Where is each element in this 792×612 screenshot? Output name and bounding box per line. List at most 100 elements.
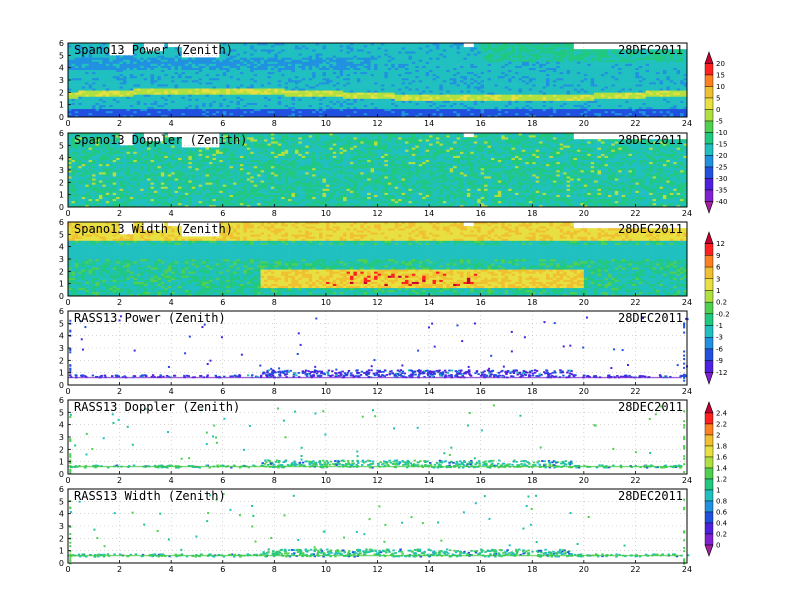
heatmap-cell: [102, 104, 107, 108]
heatmap-cell: [119, 112, 124, 116]
heatmap-cell: [233, 108, 237, 112]
heatmap-cell: [394, 69, 399, 73]
heatmap-cell: [222, 67, 227, 71]
heatmap-cell: [274, 43, 279, 46]
heatmap-cell: [415, 104, 420, 108]
heatmap-cell: [374, 51, 378, 54]
heatmap-cell: [226, 90, 230, 93]
heatmap-cell: [312, 77, 316, 81]
heatmap-cell: [81, 43, 86, 46]
heatmap-cell: [394, 88, 399, 91]
heatmap-cell: [81, 59, 86, 62]
heatmap-cell: [150, 90, 155, 93]
heatmap-cell: [257, 98, 261, 101]
heatmap-cell: [497, 59, 502, 62]
heatmap-cell: [267, 110, 272, 114]
heatmap-cell: [219, 47, 224, 50]
heatmap-cell: [246, 73, 251, 77]
heatmap-cell: [549, 77, 554, 81]
heatmap-cell: [208, 71, 213, 75]
heatmap-cell: [501, 108, 506, 112]
heatmap-cell: [239, 69, 244, 73]
heatmap-cell: [353, 77, 358, 81]
heatmap-cell: [85, 51, 89, 54]
heatmap-cell: [140, 53, 144, 56]
heatmap-cell: [473, 53, 478, 56]
heatmap-cell: [394, 100, 399, 103]
heatmap-cell: [456, 59, 461, 62]
heatmap-cell: [98, 112, 103, 116]
heatmap-cell: [246, 96, 251, 99]
heatmap-cell: [360, 86, 365, 89]
heatmap-cell: [387, 43, 392, 46]
heatmap-cell: [401, 82, 406, 85]
heatmap-cell: [398, 59, 402, 62]
heatmap-cell: [480, 61, 485, 64]
heatmap-cell: [308, 65, 313, 68]
heatmap-cell: [274, 96, 279, 99]
heatmap-cell: [88, 106, 93, 110]
heatmap-cell: [401, 110, 406, 114]
heatmap-cell: [71, 49, 76, 52]
heatmap-cell: [508, 69, 512, 73]
heatmap-cell: [422, 57, 426, 60]
heatmap-cell: [312, 90, 316, 93]
heatmap-cell: [329, 100, 334, 103]
heatmap-cell: [332, 43, 337, 46]
heatmap-cell: [363, 53, 368, 56]
heatmap-cell: [281, 53, 285, 56]
heatmap-cell: [308, 53, 313, 56]
heatmap-cell: [71, 114, 76, 118]
heatmap-cell: [233, 100, 237, 103]
heatmap-cell: [294, 69, 299, 73]
heatmap-cell: [401, 114, 406, 118]
heatmap-cell: [363, 106, 368, 110]
heatmap-cell: [401, 94, 406, 97]
heatmap-cell: [539, 63, 543, 66]
heatmap-cell: [329, 65, 334, 68]
heatmap-cell: [257, 110, 261, 114]
heatmap-cell: [391, 49, 395, 52]
heatmap-cell: [195, 80, 199, 83]
heatmap-cell: [511, 67, 516, 71]
heatmap-cell: [552, 88, 557, 91]
heatmap-cell: [243, 45, 248, 48]
heatmap-cell: [129, 63, 134, 66]
heatmap-cell: [380, 59, 385, 62]
heatmap-cell: [123, 90, 127, 93]
heatmap-cell: [301, 94, 306, 97]
heatmap-cell: [480, 82, 485, 85]
heatmap-cell: [236, 75, 241, 79]
heatmap-cell: [339, 80, 344, 83]
heatmap-cell: [332, 114, 337, 118]
heatmap-cell: [164, 98, 169, 101]
heatmap-cell: [160, 112, 165, 116]
heatmap-cell: [367, 102, 371, 105]
heatmap-cell: [556, 92, 561, 95]
heatmap-cell: [374, 88, 378, 91]
heatmap-cell: [556, 84, 561, 87]
heatmap-cell: [298, 86, 303, 89]
heatmap-cell: [343, 96, 347, 99]
heatmap-cell: [535, 71, 540, 75]
heatmap-cell: [284, 88, 289, 91]
heatmap-cell: [435, 43, 440, 46]
heatmap-cell: [370, 47, 375, 50]
heatmap-cell: [174, 69, 179, 73]
heatmap-cell: [143, 73, 148, 77]
heatmap-cell: [411, 106, 416, 110]
heatmap-cell: [329, 53, 334, 56]
heatmap-cell: [92, 86, 96, 89]
heatmap-cell: [446, 112, 451, 116]
heatmap-cell: [150, 96, 155, 99]
heatmap-cell: [515, 96, 519, 99]
heatmap-cell: [239, 96, 244, 99]
heatmap-cell: [466, 110, 471, 114]
heatmap-cell: [367, 45, 371, 48]
heatmap-cell: [222, 106, 227, 110]
heatmap-cell: [260, 59, 265, 62]
heatmap-cell: [429, 102, 433, 105]
heatmap-cell: [439, 102, 444, 105]
heatmap-cell: [195, 71, 199, 75]
heatmap-cell: [463, 80, 468, 83]
